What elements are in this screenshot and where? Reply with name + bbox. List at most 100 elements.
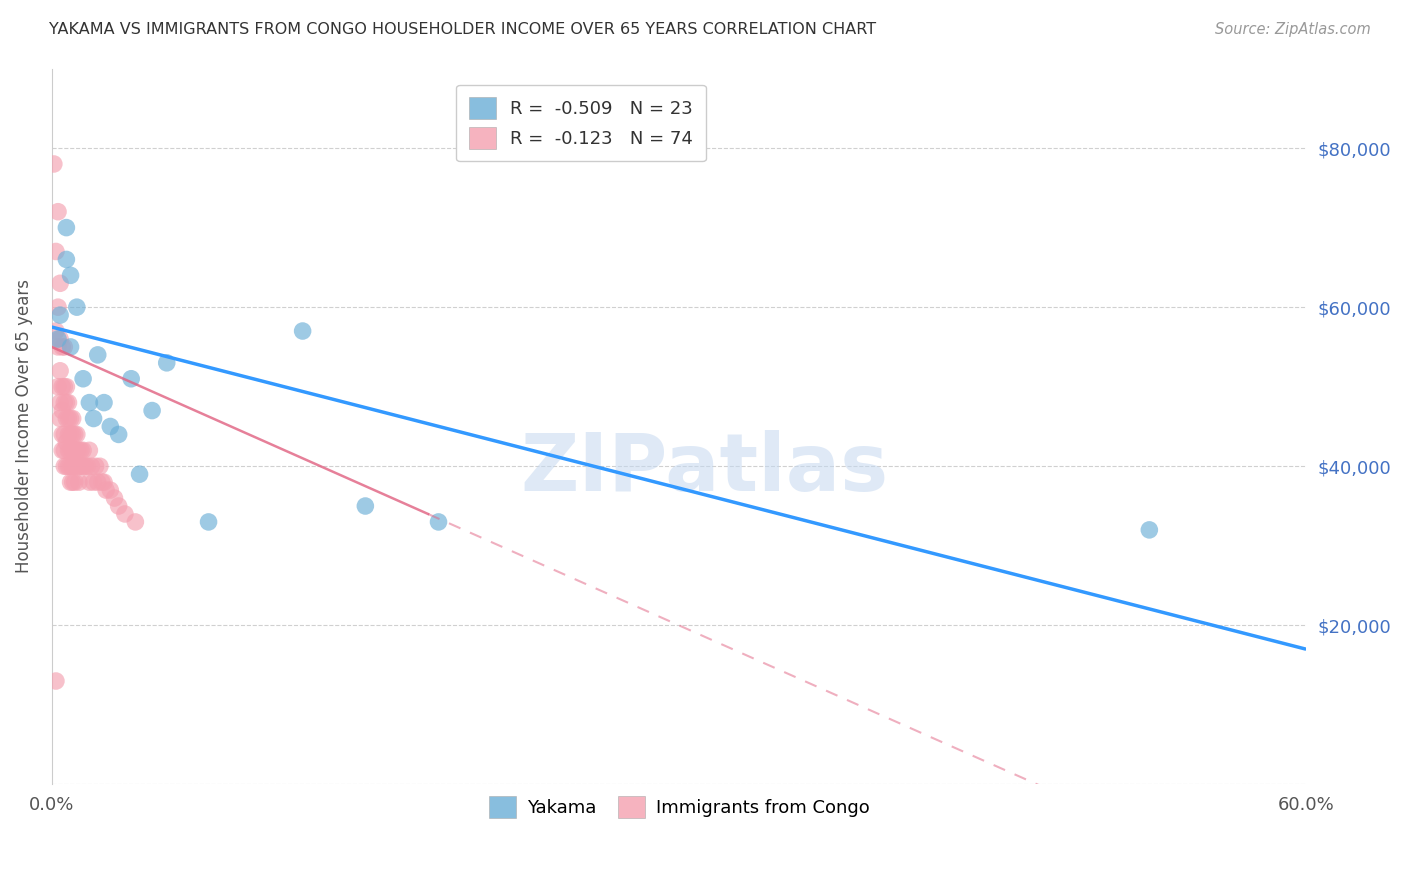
Point [79,475,101,490]
Point [62,427,84,442]
Point [51,443,73,458]
Point [49,332,72,346]
Point [53,427,76,442]
Point [53,380,76,394]
Point [58,443,80,458]
Point [53,340,76,354]
Point [66,443,89,458]
Point [63,443,86,458]
Point [58,395,80,409]
Point [63,475,86,490]
Point [62,411,84,425]
Point [90,475,112,490]
Point [58,427,80,442]
Point [49,308,72,322]
Point [55,435,77,450]
Point [75,459,97,474]
Point [49,411,72,425]
Point [354,499,377,513]
Point [84,459,107,474]
Point [114,507,136,521]
Point [70,443,93,458]
Point [63,427,86,442]
Point [89,459,111,474]
Point [1137,523,1160,537]
Point [63,459,86,474]
Point [72,443,94,458]
Point [53,395,76,409]
Point [291,324,314,338]
Point [46,340,69,354]
Point [59,427,82,442]
Point [67,443,90,458]
Point [49,364,72,378]
Point [62,443,84,458]
Point [107,427,129,442]
Point [107,499,129,513]
Point [427,515,450,529]
Point [59,443,82,458]
Legend: Yakama, Immigrants from Congo: Yakama, Immigrants from Congo [481,789,876,825]
Point [66,427,89,442]
Point [87,475,110,490]
Point [53,459,76,474]
Point [67,475,90,490]
Y-axis label: Householder Income Over 65 years: Householder Income Over 65 years [15,279,32,574]
Point [55,220,77,235]
Point [55,411,77,425]
Point [72,372,94,386]
Point [55,380,77,394]
Point [93,395,115,409]
Point [62,475,84,490]
Point [46,204,69,219]
Point [87,348,110,362]
Point [46,332,69,346]
Point [120,372,142,386]
Point [93,475,115,490]
Point [55,459,77,474]
Point [55,395,77,409]
Point [53,443,76,458]
Point [59,411,82,425]
Text: ZIPatlas: ZIPatlas [520,431,889,508]
Point [51,403,73,417]
Point [76,459,98,474]
Point [55,252,77,267]
Point [51,340,73,354]
Point [124,515,146,529]
Point [46,380,69,394]
Point [103,491,125,505]
Point [98,419,121,434]
Point [66,300,89,314]
Point [62,459,84,474]
Point [46,300,69,314]
Point [156,356,179,370]
Point [45,673,67,688]
Point [45,244,67,259]
Point [51,380,73,394]
Point [79,443,101,458]
Text: Source: ZipAtlas.com: Source: ZipAtlas.com [1215,22,1371,37]
Point [59,340,82,354]
Point [83,475,105,490]
Point [141,403,163,417]
Point [70,459,93,474]
Point [59,268,82,283]
Point [79,395,101,409]
Point [59,459,82,474]
Point [94,483,117,497]
Point [58,411,80,425]
Point [128,467,150,482]
Point [58,459,80,474]
Point [51,427,73,442]
Point [83,411,105,425]
Point [42,157,65,171]
Point [59,475,82,490]
Point [49,277,72,291]
Point [49,395,72,409]
Point [80,459,103,474]
Point [45,324,67,338]
Point [72,459,94,474]
Point [197,515,219,529]
Point [67,459,90,474]
